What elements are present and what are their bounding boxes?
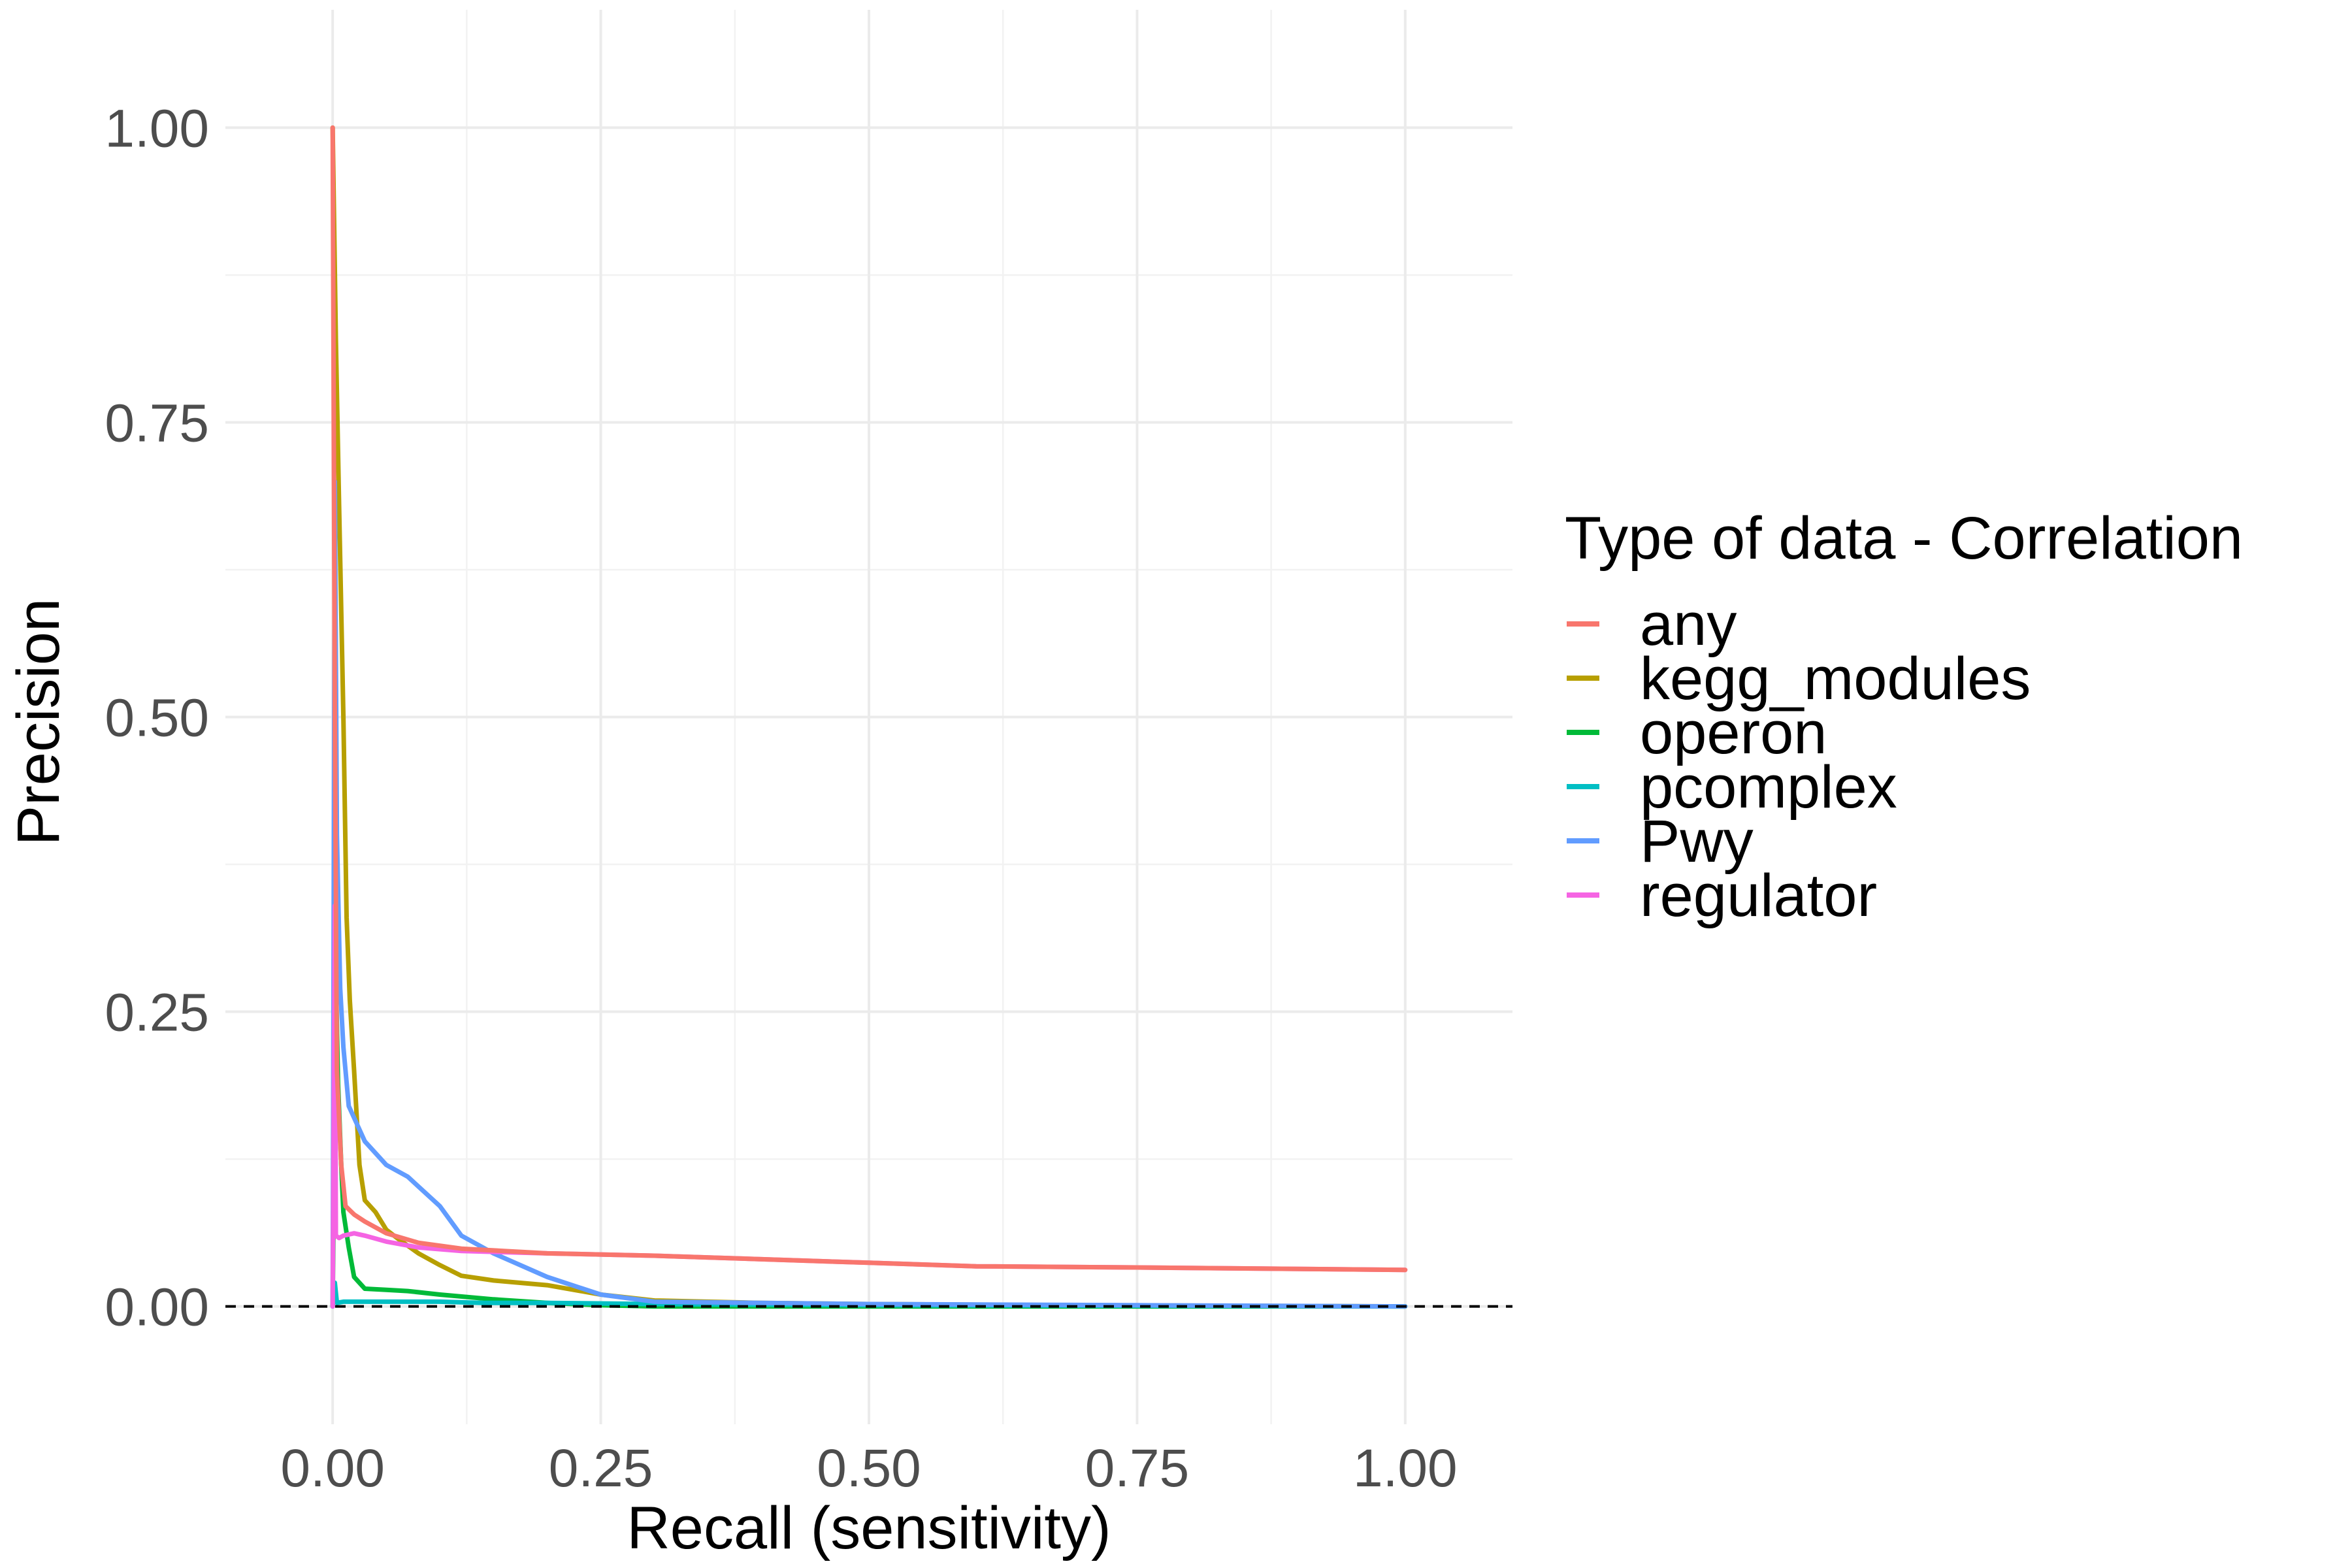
y-tick-labels: 0.00 0.25 0.50 0.75 1.00 (105, 99, 209, 1337)
x-tick-label: 1.00 (1353, 1439, 1458, 1498)
legend-title: Type of data - Correlation (1565, 505, 2243, 572)
grid (225, 10, 1512, 1424)
x-tick-labels: 0.00 0.25 0.50 0.75 1.00 (280, 1439, 1457, 1498)
legend-label-operon: operon (1640, 700, 1827, 766)
y-axis-title: Precision (5, 598, 72, 845)
series-line-any (330, 125, 1408, 1273)
legend-label-regulator: regulator (1640, 862, 1877, 929)
legend-items: anykegg_modulesoperonpcomplexPwyregulato… (1567, 591, 2031, 929)
y-tick-label: 0.00 (105, 1278, 209, 1337)
x-tick-label: 0.75 (1085, 1439, 1190, 1498)
x-axis-title: Recall (sensitivity) (627, 1495, 1111, 1561)
legend-label-kegg-modules: kegg_modules (1640, 645, 2031, 712)
legend-label-pcomplex: pcomplex (1640, 754, 1897, 821)
legend-label-any: any (1640, 591, 1737, 658)
series-layer (225, 125, 1512, 1309)
x-tick-label: 0.25 (549, 1439, 653, 1498)
y-tick-label: 0.50 (105, 689, 209, 748)
series-line-pwy (330, 479, 1408, 1309)
y-tick-label: 0.75 (105, 393, 209, 453)
x-tick-label: 0.00 (280, 1439, 385, 1498)
y-tick-label: 1.00 (105, 99, 209, 158)
legend: Type of data - Correlation anykegg_modul… (1565, 505, 2243, 929)
y-tick-label: 0.25 (105, 983, 209, 1043)
x-tick-label: 0.50 (817, 1439, 921, 1498)
legend-label-pwy: Pwy (1640, 808, 1754, 875)
